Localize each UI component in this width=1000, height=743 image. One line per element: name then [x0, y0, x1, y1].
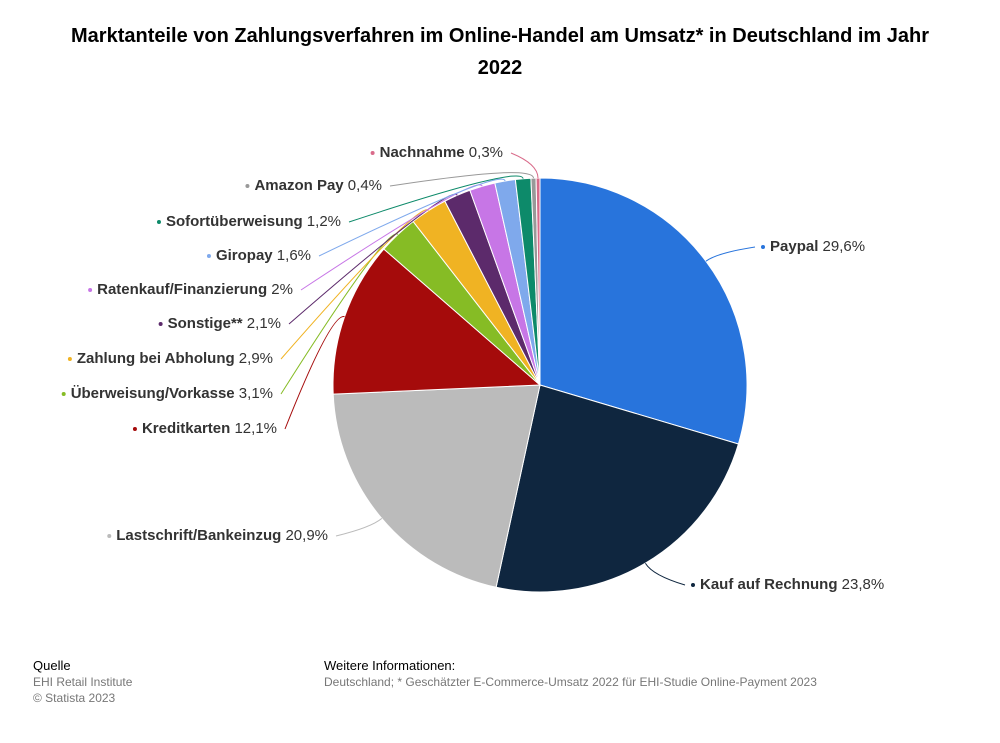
data-label-paypal: Paypal 29,6%	[761, 238, 865, 255]
label-text-zahlung-bei-abholung: Zahlung bei Abholung 2,9%	[77, 350, 273, 367]
data-label-sonstige: Sonstige** 2,1%	[158, 315, 281, 332]
leader-line-lastschrift-bankeinzug	[335, 518, 383, 537]
label-bullet-sofortueberweisung	[156, 220, 161, 224]
pie-slice-kauf-auf-rechnung[interactable]	[495, 384, 740, 593]
label-category: Ratenkauf/Finanzierung	[97, 281, 267, 298]
data-label-sofortueberweisung: Sofortüberweisung 1,2%	[156, 213, 341, 230]
label-value: 2,1%	[243, 315, 281, 332]
label-value: 2,9%	[235, 350, 273, 367]
data-label-ratenkauf-finanzierung: Ratenkauf/Finanzierung 2%	[88, 281, 293, 298]
label-value: 29,6%	[818, 238, 865, 255]
label-text-sofortueberweisung: Sofortüberweisung 1,2%	[166, 213, 341, 230]
leader-line-kreditkarten	[284, 316, 345, 430]
label-bullet-amazon-pay	[245, 184, 250, 188]
label-category: Nachnahme	[380, 144, 465, 161]
label-value: 0,4%	[344, 177, 382, 194]
label-category: Kauf auf Rechnung	[700, 576, 838, 593]
label-bullet-sonstige	[158, 322, 163, 326]
data-label-kauf-auf-rechnung: Kauf auf Rechnung 23,8%	[691, 576, 884, 593]
info-text: Deutschland; * Geschätzter E-Commerce-Um…	[324, 675, 817, 689]
label-bullet-nachnahme	[370, 151, 375, 155]
label-bullet-ratenkauf-finanzierung	[88, 288, 93, 292]
label-category: Zahlung bei Abholung	[77, 350, 235, 367]
label-bullet-giropay	[206, 254, 211, 258]
source-block: Quelle EHI Retail Institute © Statista 2…	[33, 658, 132, 706]
label-text-amazon-pay: Amazon Pay 0,4%	[254, 177, 382, 194]
pie-chart: Paypal 29,6% Kauf auf Rechnung 23,8% Lasts…	[61, 144, 884, 593]
leader-line-sofortueberweisung	[348, 175, 524, 223]
leader-lines-layer	[280, 152, 756, 586]
source-heading: Quelle	[33, 658, 71, 673]
leader-line-giropay	[318, 178, 506, 257]
label-text-giropay: Giropay 1,6%	[216, 247, 311, 264]
pie-slice-nachnahme[interactable]	[535, 177, 541, 386]
leader-line-kauf-auf-rechnung	[644, 562, 686, 586]
info-heading[interactable]: Weitere Informationen:	[324, 658, 456, 673]
label-value: 3,1%	[235, 385, 273, 402]
label-category: Paypal	[770, 238, 818, 255]
leader-line-zahlung-bei-abholung	[280, 209, 429, 360]
chart-title: Marktanteile von Zahlungsverfahren im On…	[71, 25, 929, 79]
label-bullet-zahlung-bei-abholung	[67, 357, 72, 361]
label-bullet-ueberweisung-vorkasse	[61, 392, 66, 396]
label-value: 12,1%	[230, 420, 277, 437]
copyright-text: © Statista 2023	[33, 691, 116, 705]
label-category: Sofortüberweisung	[166, 213, 303, 230]
data-label-ueberweisung-vorkasse: Überweisung/Vorkasse 3,1%	[61, 385, 273, 402]
label-value: 0,3%	[465, 144, 503, 161]
label-value: 20,9%	[281, 527, 328, 544]
label-bullet-kreditkarten	[132, 427, 137, 431]
label-text-sonstige: Sonstige** 2,1%	[168, 315, 281, 332]
slices-layer	[332, 177, 748, 593]
leader-line-amazon-pay	[389, 172, 534, 187]
source-name[interactable]: EHI Retail Institute	[33, 675, 133, 689]
label-category: Lastschrift/Bankeinzug	[116, 527, 281, 544]
label-text-nachnahme: Nachnahme 0,3%	[380, 144, 503, 161]
label-category: Überweisung/Vorkasse	[71, 385, 235, 402]
data-label-kreditkarten: Kreditkarten 12,1%	[132, 420, 277, 437]
leader-line-nachnahme	[510, 152, 539, 179]
label-text-lastschrift-bankeinzug: Lastschrift/Bankeinzug 20,9%	[116, 527, 328, 544]
label-text-ratenkauf-finanzierung: Ratenkauf/Finanzierung 2%	[97, 281, 293, 298]
label-value: 1,2%	[303, 213, 341, 230]
label-bullet-kauf-auf-rechnung	[691, 583, 695, 587]
label-text-kauf-auf-rechnung: Kauf auf Rechnung 23,8%	[700, 576, 884, 593]
label-value: 2%	[267, 281, 293, 298]
label-category: Sonstige**	[168, 315, 243, 332]
data-label-nachnahme: Nachnahme 0,3%	[370, 144, 503, 161]
label-bullet-lastschrift-bankeinzug	[107, 534, 112, 538]
leader-line-paypal	[705, 246, 756, 262]
data-label-amazon-pay: Amazon Pay 0,4%	[245, 177, 382, 194]
label-value: 23,8%	[838, 576, 885, 593]
label-category: Giropay	[216, 247, 273, 264]
pie-slice-paypal[interactable]	[539, 177, 748, 445]
label-category: Amazon Pay	[254, 177, 344, 194]
labels-layer: Paypal 29,6% Kauf auf Rechnung 23,8% Lasts…	[61, 144, 884, 593]
label-bullet-paypal	[761, 245, 765, 249]
label-text-ueberweisung-vorkasse: Überweisung/Vorkasse 3,1%	[71, 385, 273, 402]
label-text-paypal: Paypal 29,6%	[770, 238, 865, 255]
pie-slice-lastschrift-bankeinzug[interactable]	[332, 384, 541, 588]
label-value: 1,6%	[273, 247, 311, 264]
leader-line-ueberweisung-vorkasse	[280, 233, 399, 395]
data-label-zahlung-bei-abholung: Zahlung bei Abholung 2,9%	[67, 350, 273, 367]
label-text-kreditkarten: Kreditkarten 12,1%	[142, 420, 277, 437]
data-label-lastschrift-bankeinzug: Lastschrift/Bankeinzug 20,9%	[107, 527, 328, 544]
label-category: Kreditkarten	[142, 420, 230, 437]
info-block: Weitere Informationen: Deutschland; * Ge…	[324, 658, 817, 690]
data-label-giropay: Giropay 1,6%	[206, 247, 311, 264]
